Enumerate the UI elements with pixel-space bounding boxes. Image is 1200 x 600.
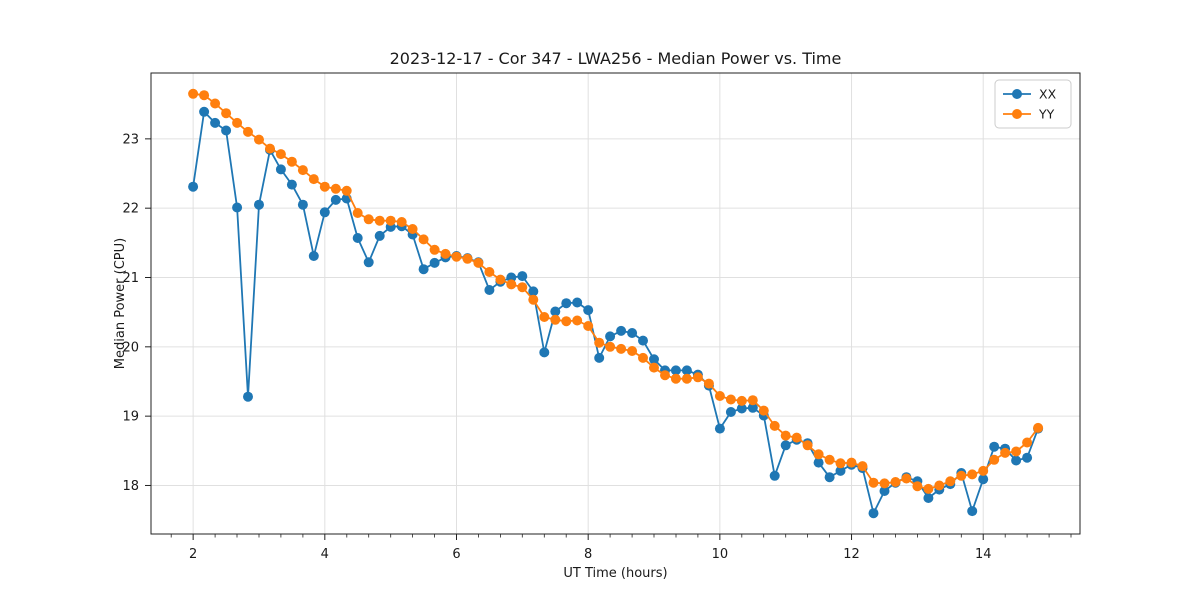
x-axis: 2 4 6 8 10 12 14 [170, 534, 1072, 562]
legend-label-YY: YY [1038, 107, 1055, 122]
y-tick-label: 21 [122, 271, 139, 286]
series-XX-markers [188, 106, 1044, 519]
series-YY [188, 88, 1044, 494]
x-tick-label: 14 [975, 547, 992, 562]
y-tick-label: 19 [122, 410, 139, 425]
legend-marker-XX [1012, 89, 1022, 99]
legend-item-XX: XX [1003, 87, 1057, 102]
grid-lines [151, 73, 1080, 534]
y-tick-label: 18 [122, 479, 139, 494]
x-tick-label: 8 [584, 547, 592, 562]
legend: XX YY [994, 79, 1072, 129]
series-XX [188, 106, 1044, 519]
x-tick-label: 12 [843, 547, 860, 562]
x-tick-label: 2 [189, 547, 197, 562]
y-axis: 18 19 20 21 22 23 [122, 132, 151, 494]
x-axis-label: UT Time (hours) [563, 566, 667, 581]
series-YY-line [192, 92, 1039, 490]
y-tick-label: 22 [122, 202, 139, 217]
legend-marker-YY [1012, 109, 1022, 119]
y-axis-label: Median Power (CPU) [113, 238, 128, 369]
series-YY-markers [188, 88, 1044, 494]
y-tick-label: 20 [122, 340, 139, 355]
chart-title: 2023-12-17 - Cor 347 - LWA256 - Median P… [390, 49, 842, 68]
plot-border [150, 72, 1081, 535]
legend-label-XX: XX [1039, 87, 1057, 102]
x-tick-label: 6 [452, 547, 460, 562]
series-XX-line [192, 110, 1039, 515]
x-tick-label: 10 [712, 547, 729, 562]
legend-item-YY: YY [1003, 107, 1055, 122]
y-tick-label: 23 [122, 132, 139, 147]
x-tick-label: 4 [321, 547, 329, 562]
